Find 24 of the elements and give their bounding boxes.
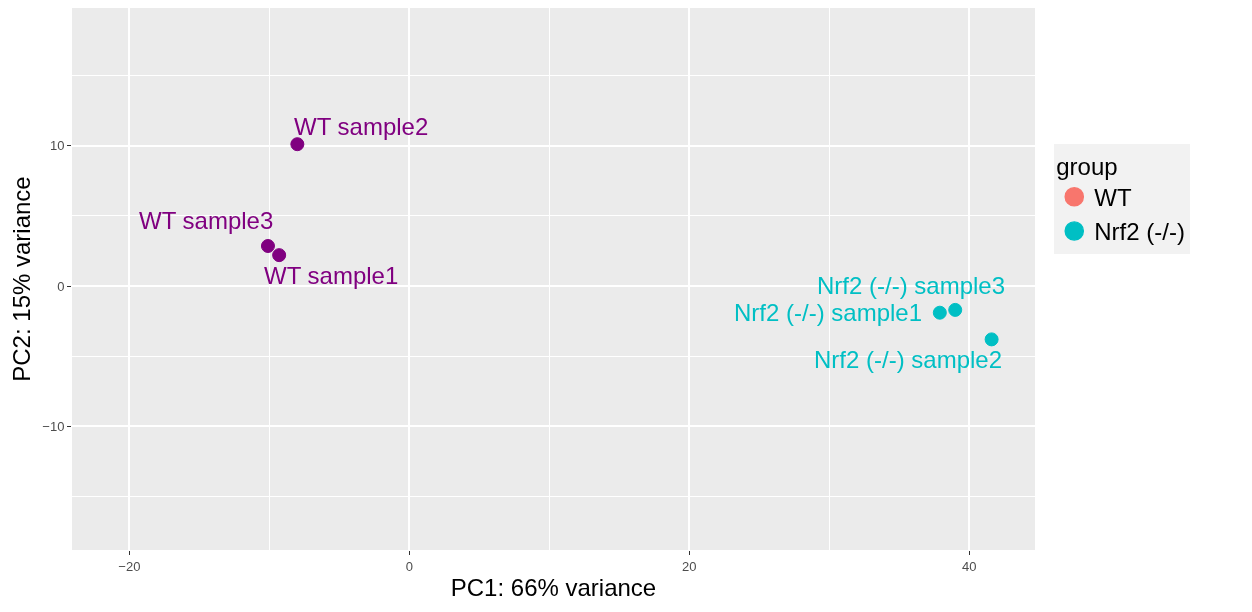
annotation: Nrf2 (-/-) sample3: [817, 272, 1006, 299]
annotation: WT sample3: [139, 207, 274, 234]
point: [932, 305, 947, 320]
point: [984, 332, 999, 347]
y-tick-label: −10: [42, 418, 65, 434]
y-tick-label: 10: [49, 138, 65, 154]
point: [260, 239, 275, 253]
y-tick-label: 0: [57, 278, 65, 294]
x-tick-label: 40: [961, 558, 977, 574]
legend-label: Nrf2 (-/-): [1094, 218, 1185, 246]
legend-title: group: [1056, 152, 1118, 180]
point: [290, 137, 305, 152]
annotation: Nrf2 (-/-) sample2: [814, 346, 1003, 373]
x-tick-label: 0: [405, 558, 413, 574]
x-axis-title: PC1: 66% variance: [450, 573, 657, 601]
y-axis-title: PC2: 15% variance: [8, 176, 36, 382]
annotation: WT sample1: [264, 262, 399, 289]
point: [948, 302, 963, 317]
annotation: Nrf2 (-/-) sample1: [734, 299, 923, 326]
x-tick-label: 20: [682, 558, 697, 574]
x-tick-label: −20: [118, 558, 141, 574]
annotation: WT sample2: [294, 113, 429, 140]
text: WT: [1094, 184, 1132, 212]
point: [272, 248, 287, 263]
